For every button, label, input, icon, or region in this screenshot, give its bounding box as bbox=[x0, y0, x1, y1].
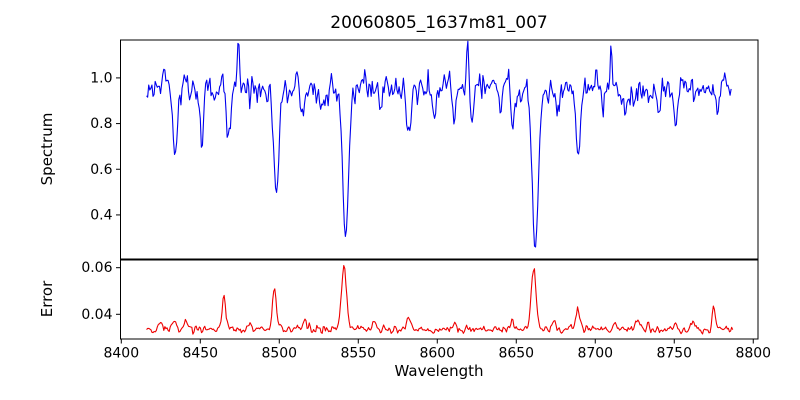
svg-text:8750: 8750 bbox=[656, 346, 692, 362]
spectrum-panel-frame bbox=[120, 39, 759, 260]
chart-title: 20060805_1637m81_007 bbox=[330, 13, 548, 33]
svg-text:0.8: 0.8 bbox=[90, 116, 112, 132]
svg-text:8700: 8700 bbox=[577, 346, 613, 362]
svg-text:0.06: 0.06 bbox=[81, 260, 112, 276]
x-axis-label: Wavelength bbox=[394, 362, 484, 380]
svg-text:8450: 8450 bbox=[182, 346, 218, 362]
svg-text:8650: 8650 bbox=[498, 346, 534, 362]
error-line bbox=[146, 264, 734, 335]
spectrum-y-axis-label: Spectrum bbox=[38, 112, 56, 186]
spectrum-line bbox=[146, 40, 732, 248]
x-ticks: 8400 8450 8500 8550 8600 8650 8700 8750 8800 bbox=[103, 339, 771, 362]
svg-text:1.0: 1.0 bbox=[90, 70, 112, 86]
spectrum-y-ticks: 0.4 0.6 0.8 1.0 bbox=[90, 70, 121, 223]
error-panel-frame bbox=[120, 259, 759, 340]
svg-text:8500: 8500 bbox=[261, 346, 297, 362]
error-y-axis-label: Error bbox=[38, 280, 56, 318]
svg-text:8800: 8800 bbox=[735, 346, 771, 362]
svg-text:0.04: 0.04 bbox=[81, 307, 112, 323]
svg-text:0.4: 0.4 bbox=[90, 207, 112, 223]
svg-text:0.6: 0.6 bbox=[90, 162, 112, 178]
error-y-ticks: 0.04 0.06 bbox=[81, 260, 121, 323]
svg-text:8600: 8600 bbox=[419, 346, 455, 362]
svg-text:8550: 8550 bbox=[340, 346, 376, 362]
svg-text:8400: 8400 bbox=[103, 346, 139, 362]
